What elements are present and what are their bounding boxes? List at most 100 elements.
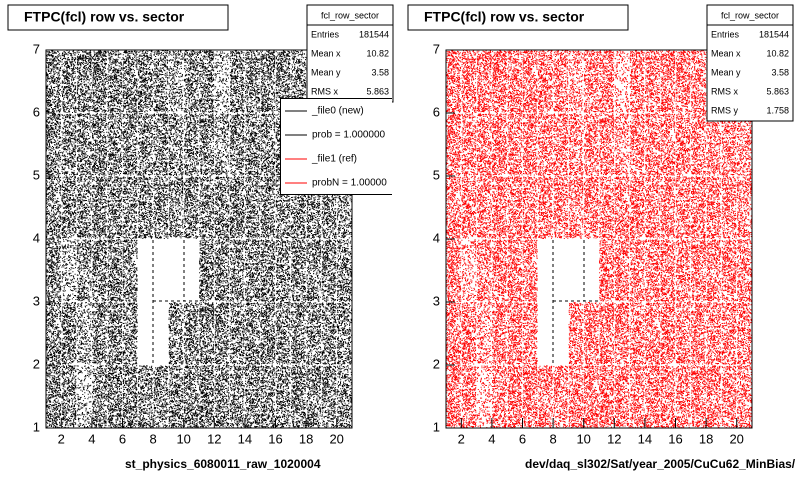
density-cell [629, 113, 645, 176]
x-tick-label: 18 [299, 431, 313, 446]
y-tick-label: 5 [433, 167, 440, 182]
density-cell [321, 239, 337, 302]
density-cell [599, 176, 615, 239]
density-cell [275, 239, 291, 302]
x-tick-label: 4 [488, 431, 495, 446]
density-cell [168, 176, 184, 239]
density-cell [229, 365, 245, 428]
density-cell [522, 302, 538, 365]
density-cell [91, 176, 108, 239]
density-cell [583, 50, 599, 113]
density-cell [61, 113, 77, 176]
density-cell [660, 365, 676, 428]
legend-label: _file1 (ref) [311, 154, 357, 165]
density-cell [306, 239, 322, 302]
stats-label: Entries [311, 29, 340, 39]
density-cell [491, 113, 508, 176]
density-cell [214, 365, 230, 428]
density-cell [599, 113, 615, 176]
y-tick-label: 5 [33, 167, 40, 182]
density-cell [199, 113, 215, 176]
density-cell [61, 302, 77, 365]
density-cell [76, 176, 92, 239]
density-cell [137, 176, 154, 239]
density-cell [229, 239, 245, 302]
density-cell [46, 365, 62, 428]
density-cell [46, 239, 62, 302]
density-cell [122, 50, 138, 113]
y-tick-label: 1 [433, 419, 440, 434]
stats-label: RMS x [311, 86, 339, 96]
stats-box [706, 4, 794, 122]
density-cell [537, 176, 554, 239]
density-cell [168, 302, 184, 365]
density-cell [214, 113, 230, 176]
density-cell [290, 50, 307, 113]
density-cell [706, 113, 722, 176]
x-tick-label: 6 [519, 431, 526, 446]
density-cell [260, 113, 276, 176]
density-cell [168, 50, 184, 113]
density-cell [91, 239, 108, 302]
density-cell [736, 113, 752, 176]
stats-label: Mean y [311, 67, 341, 77]
density-cell [290, 239, 307, 302]
density-cell [553, 50, 569, 113]
x-axis-label: dev/daq_sl302/Sat/year_2005/CuCu62_MinBi… [525, 457, 796, 471]
density-cell [306, 365, 322, 428]
density-cell [244, 365, 261, 428]
density-cell [568, 176, 584, 239]
density-cell [583, 302, 599, 365]
density-cell [183, 113, 199, 176]
density-cell [91, 365, 108, 428]
density-cell [706, 365, 722, 428]
density-cell [76, 302, 92, 365]
density-cell [446, 239, 462, 302]
density-cell [537, 113, 554, 176]
density-cell [537, 50, 554, 113]
density-cell [553, 365, 569, 428]
density-cell [214, 302, 230, 365]
plot-frame-bg [446, 50, 752, 428]
y-tick-label: 3 [433, 293, 440, 308]
chart-title: FTPC(fcl) row vs. sector [24, 9, 185, 25]
density-cell [644, 239, 661, 302]
density-cell [629, 50, 645, 113]
density-cell [507, 50, 523, 113]
density-cell [491, 365, 508, 428]
density-cell [522, 365, 538, 428]
legend-label: probN = 1.00000 [312, 178, 387, 189]
density-cell [61, 239, 77, 302]
legend-box [280, 98, 392, 195]
density-cell [553, 176, 569, 239]
density-cell [675, 50, 691, 113]
density-cell [183, 176, 199, 239]
stats-value: 3.58 [371, 67, 389, 77]
stats-title: fcl_row_sector [321, 10, 379, 20]
density-cell [629, 176, 645, 239]
y-tick-label: 7 [33, 41, 40, 56]
y-tick-label: 1 [33, 419, 40, 434]
density-cell [675, 365, 691, 428]
density-cell [583, 176, 599, 239]
density-cell [522, 176, 538, 239]
y-tick-label: 2 [433, 356, 440, 371]
density-cell [690, 302, 707, 365]
density-cell [275, 113, 291, 176]
stats-box [306, 4, 394, 103]
density-cell [690, 113, 707, 176]
density-cell [199, 176, 215, 239]
density-cell [507, 113, 523, 176]
density-cell [614, 50, 630, 113]
density-cell [675, 176, 691, 239]
density-cell [107, 50, 123, 113]
stats-value: 3.58 [771, 67, 789, 77]
density-cell [61, 365, 77, 428]
density-cell [660, 50, 676, 113]
density-cell [199, 50, 215, 113]
density-cell [522, 50, 538, 113]
y-tick-label: 4 [433, 230, 440, 245]
density-cell [446, 50, 462, 113]
density-cell [599, 239, 615, 302]
x-tick-label: 10 [576, 431, 590, 446]
